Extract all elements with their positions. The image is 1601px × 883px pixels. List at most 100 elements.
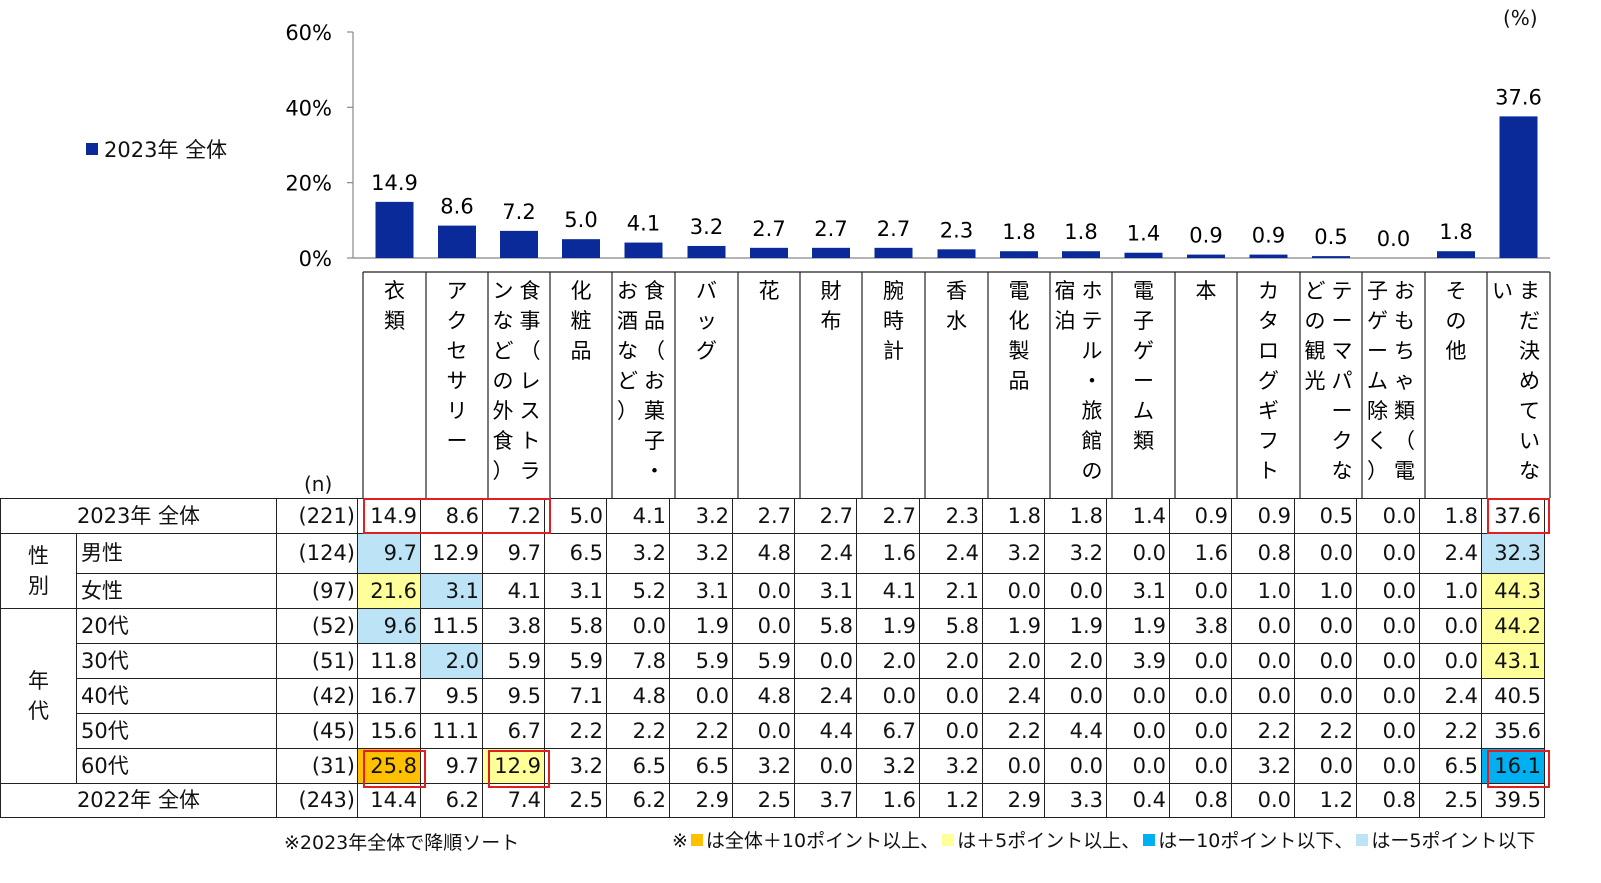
table-row: 年代 20代 (52) 9.6 11.5 3.8 5.8 0.0 1.9 0.0 5.8 1.9 5.8…	[0, 608, 1545, 784]
svg-text:ー: ー	[1332, 399, 1353, 423]
table-row: 50代 (45) 15.6 11.1 6.7 2.2 2.2 2.2 0.0 4.4 6.7 0.0 2…	[1, 713, 1545, 749]
category-label: 財布	[821, 279, 842, 333]
category-label: 衣類	[384, 279, 405, 333]
bar-value-label: 3.2	[690, 215, 723, 239]
legend-color-text: はー5ポイント以下	[1371, 830, 1536, 852]
table-cell: 9.6	[357, 608, 421, 644]
y-tick-label: 40%	[285, 96, 332, 120]
svg-text:ン: ン	[493, 279, 514, 303]
svg-text:い: い	[1519, 429, 1540, 453]
table-cell: 3.1	[420, 573, 483, 609]
table-cell: 15.6	[357, 713, 421, 749]
svg-text:食: 食	[493, 429, 514, 453]
svg-text:電: 電	[1133, 279, 1154, 303]
table-cell: 0.0	[1231, 678, 1295, 714]
table-row: 60代 (31) 25.8 9.7 12.9 3.2 6.5 6.5 3.2 0.0 3.2 3.2 0…	[1, 748, 1545, 784]
row-n: (97)	[276, 573, 358, 609]
table-cell: 2.0	[919, 643, 983, 679]
svg-text:粧: 粧	[571, 309, 592, 333]
table-cell: 2.0	[982, 643, 1045, 679]
table-cell: 0.0	[1231, 643, 1295, 679]
bar-value-label: 4.1	[627, 212, 660, 236]
svg-text:め: め	[1519, 369, 1540, 393]
bar	[812, 247, 850, 258]
table-cell: 3.8	[482, 608, 545, 644]
n-header: (n)	[304, 472, 333, 496]
group-label: 性別	[0, 533, 77, 609]
table-cell: 14.4	[357, 783, 421, 818]
table-cell: 0.0	[919, 678, 983, 714]
table-cell: 0.0	[1356, 643, 1420, 679]
table-cell: 43.1	[1481, 643, 1545, 679]
table-cell: 3.2	[982, 533, 1045, 574]
svg-text:子: 子	[1133, 309, 1154, 333]
svg-text:お: お	[644, 369, 665, 393]
svg-text:テ: テ	[1332, 279, 1353, 303]
table-cell: 6.7	[856, 713, 920, 749]
svg-text:ク: ク	[447, 309, 468, 333]
svg-text:財: 財	[821, 279, 842, 303]
category-label: 本	[1196, 279, 1217, 303]
svg-text:（: （	[520, 339, 541, 363]
table-cell: 2.7	[856, 498, 920, 534]
table-cell: 37.6	[1481, 498, 1545, 534]
table-cell: 2.2	[1419, 713, 1482, 749]
bar-value-label: 37.6	[1495, 85, 1542, 109]
table-cell: 4.4	[1044, 713, 1107, 749]
svg-text:観: 観	[1305, 339, 1326, 363]
table-cell: 2.5	[544, 783, 607, 818]
table-cell: 3.2	[1231, 748, 1295, 784]
table-cell: 16.7	[357, 678, 421, 714]
legend-color-swatch	[690, 834, 703, 846]
row-n: (124)	[276, 533, 358, 574]
table-cell: 2.2	[544, 713, 607, 749]
svg-text:な: な	[493, 309, 514, 333]
svg-text:テ: テ	[1082, 309, 1103, 333]
table-cell: 1.9	[1044, 608, 1107, 644]
svg-text:レ: レ	[520, 369, 541, 393]
bar	[687, 245, 726, 258]
svg-text:ゲ: ゲ	[1133, 339, 1154, 363]
table-cell: 3.2	[669, 533, 733, 574]
table-cell: 1.8	[982, 498, 1045, 534]
table-cell: 0.0	[1044, 573, 1107, 609]
table-cell: 3.8	[1169, 608, 1232, 644]
table-cell: 0.0	[1169, 713, 1232, 749]
svg-text:香: 香	[946, 279, 967, 303]
table-cell: 5.9	[669, 643, 733, 679]
table-cell: 3.2	[606, 533, 670, 574]
bar	[1437, 251, 1475, 258]
table-cell: 6.2	[420, 783, 483, 818]
table-cell: 0.0	[1356, 498, 1420, 534]
svg-text:く: く	[1367, 429, 1388, 453]
bar	[1124, 252, 1163, 258]
table-cell: 0.0	[1169, 748, 1232, 784]
legend-color-swatch	[1356, 834, 1369, 846]
table-cell: 2.7	[732, 498, 795, 534]
table-cell: 0.0	[1294, 678, 1357, 714]
bar-value-label: 8.6	[440, 195, 473, 219]
bar-value-label: 14.9	[371, 171, 418, 195]
table-cell: 0.0	[1169, 643, 1232, 679]
table-cell: 2.9	[669, 783, 733, 818]
bar-value-label: 0.5	[1314, 225, 1347, 249]
table-cell: 0.0	[794, 748, 857, 784]
table-cell: 0.0	[1419, 643, 1482, 679]
table-cell: 0.9	[1169, 498, 1232, 534]
svg-text:化: 化	[571, 279, 592, 303]
svg-text:衣: 衣	[384, 279, 405, 303]
table-cell: 3.2	[856, 748, 920, 784]
row-n: (42)	[276, 678, 358, 714]
chart-legend: 2023年 全体	[86, 134, 227, 164]
table-cell: 0.8	[1356, 783, 1420, 818]
svg-text:だ: だ	[1519, 309, 1540, 333]
svg-text:ラ: ラ	[520, 459, 541, 483]
table-cell: 0.0	[982, 573, 1045, 609]
table-cell: 0.0	[732, 608, 795, 644]
table-cell: 5.9	[482, 643, 545, 679]
svg-text:ゲ: ゲ	[1367, 309, 1388, 333]
svg-text:グ: グ	[696, 339, 717, 363]
